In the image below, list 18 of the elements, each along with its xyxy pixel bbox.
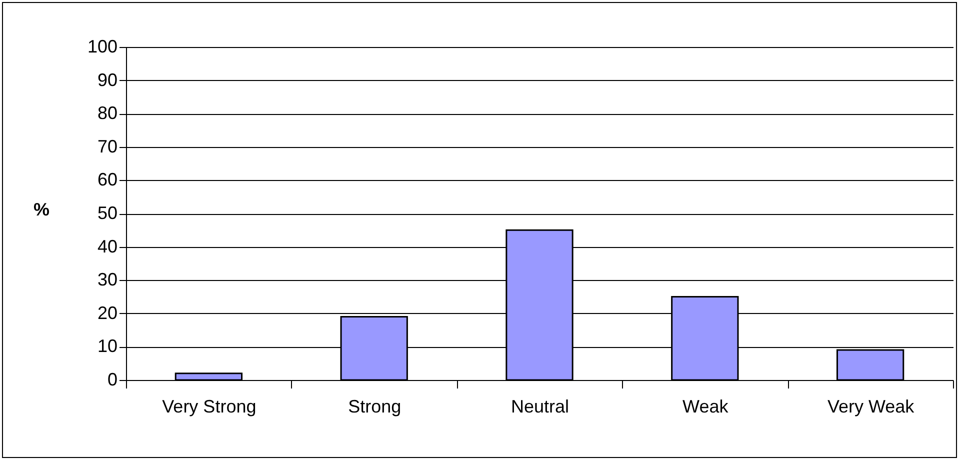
y-tick-label: 10: [97, 336, 118, 356]
y-tick-label: 20: [97, 302, 118, 323]
bar: [174, 372, 243, 381]
y-tick-label: 40: [97, 236, 118, 256]
y-tick-label: 30: [97, 270, 118, 290]
y-tick-label: 80: [97, 103, 118, 124]
y-tick-label: 50: [97, 203, 118, 223]
y-tick-label: 70: [97, 136, 118, 156]
y-tick-label: 90: [97, 70, 118, 90]
x-tick-label: Very Strong: [162, 396, 256, 416]
y-tick-label: 60: [97, 170, 118, 190]
x-tick-label: Neutral: [510, 396, 570, 416]
y-axis-title: %: [33, 200, 50, 220]
x-tick-label: Strong: [348, 396, 402, 416]
x-tick-label: Very Weak: [827, 396, 916, 416]
x-tick-label: Weak: [682, 396, 730, 416]
y-tick-label: 0: [107, 370, 118, 390]
y-tick-label: 100: [87, 36, 118, 56]
